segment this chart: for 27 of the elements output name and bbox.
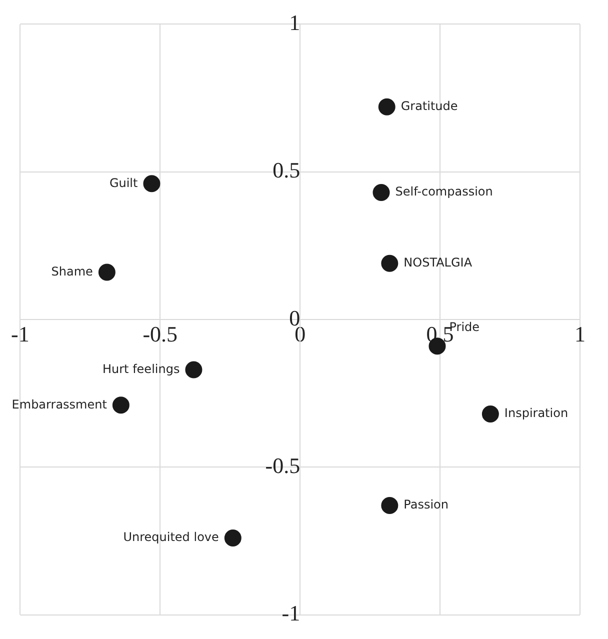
point: [378, 98, 396, 116]
point: [98, 264, 116, 281]
point: [372, 184, 390, 202]
point: [112, 396, 130, 414]
annotation: NOSTALGIA: [404, 256, 473, 270]
y-tick-label: 1: [289, 10, 300, 35]
annotation: Gratitude: [400, 99, 458, 114]
annotation: Shame: [51, 264, 93, 278]
x-tick-label: -0.5: [142, 321, 178, 346]
point: [381, 497, 398, 514]
y-tick-label: 0.5: [272, 158, 300, 183]
y-tick-label: -0.5: [265, 452, 300, 478]
point: [185, 361, 202, 378]
y-tick-label: -1: [282, 600, 300, 626]
annotation: Embarrassment: [12, 397, 108, 412]
annotation: Hurt feelings: [102, 362, 180, 376]
annotation: Unrequited love: [123, 530, 219, 544]
x-tick-label: -1: [11, 321, 30, 346]
x-tick-label: 1: [574, 321, 586, 346]
annotation: Self-compassion: [395, 184, 493, 199]
annotation: Inspiration: [504, 406, 568, 420]
point: [143, 175, 160, 192]
annotation: Guilt: [109, 176, 138, 190]
point: [224, 530, 242, 547]
point: [381, 254, 398, 272]
annotation: Passion: [404, 498, 448, 512]
point: [482, 405, 499, 422]
